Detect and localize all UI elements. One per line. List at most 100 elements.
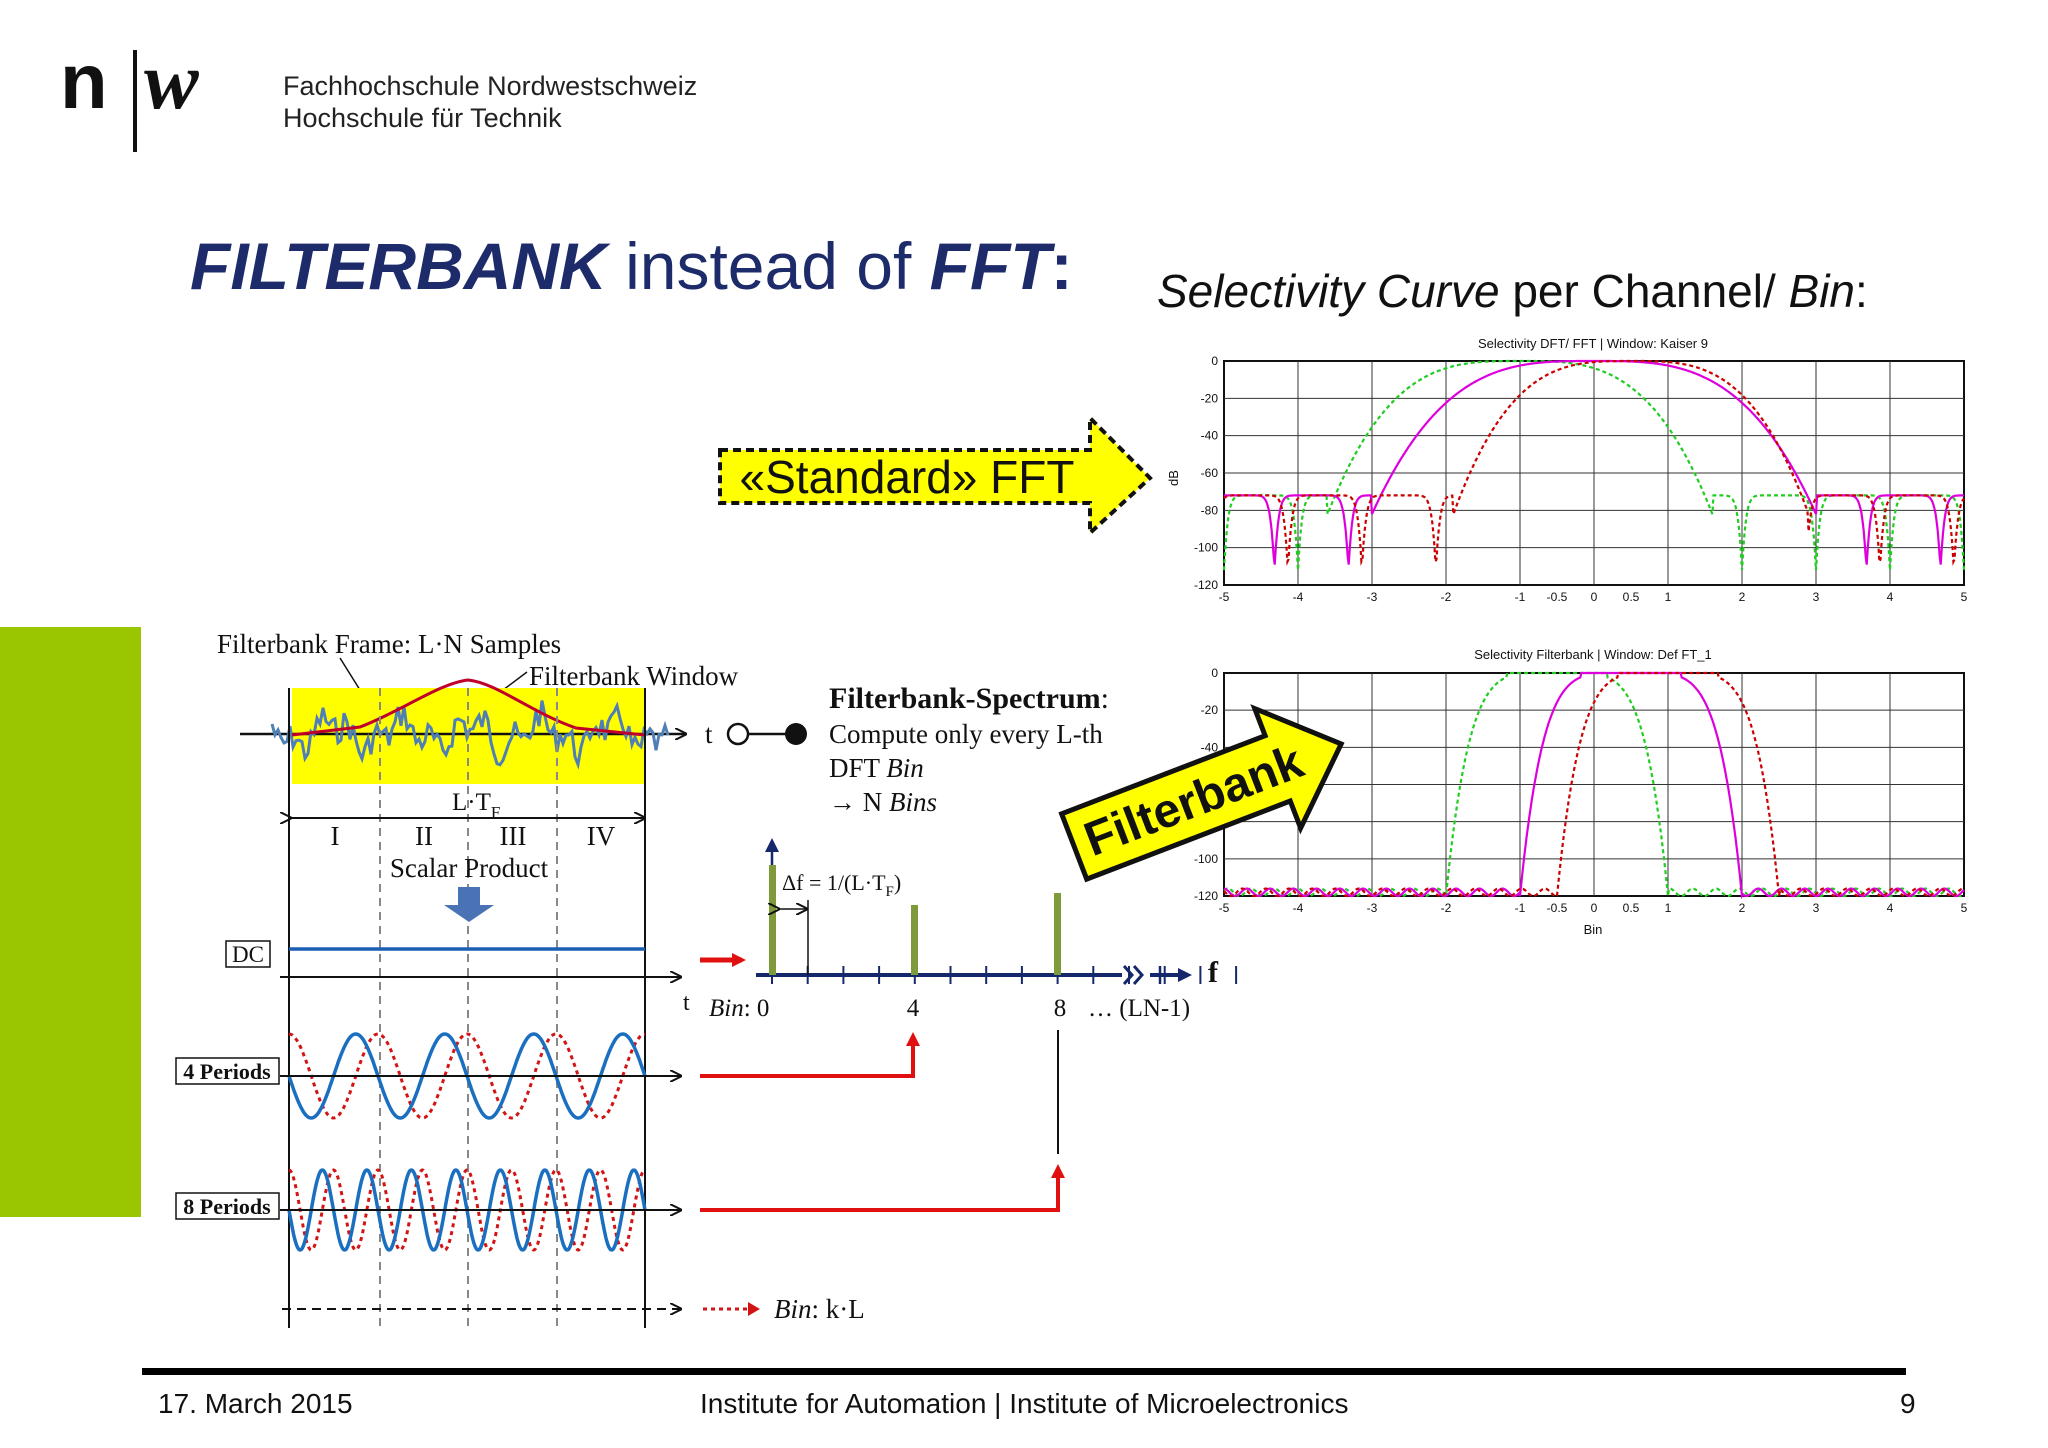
x-tick-label: 4 bbox=[1887, 590, 1894, 604]
logo-bar bbox=[133, 50, 137, 152]
region-1: I bbox=[331, 821, 340, 851]
y-tick-label: 0 bbox=[1211, 666, 1218, 680]
dc-label: DC bbox=[232, 942, 264, 967]
bin-kl-label: Bin: k·L bbox=[774, 1294, 865, 1324]
x-tick-label: -4 bbox=[1293, 590, 1304, 604]
bin-4-label: 4 bbox=[907, 995, 920, 1022]
switch-open-icon bbox=[726, 722, 750, 746]
bin-4-bar bbox=[911, 905, 918, 975]
axis-break-icon bbox=[1122, 965, 1145, 985]
x-tick-label: 3 bbox=[1813, 590, 1820, 604]
x-tick-label: -1 bbox=[1515, 901, 1526, 915]
x-tick-label: -0.5 bbox=[1547, 590, 1568, 604]
switch-closed-icon bbox=[785, 723, 807, 745]
x-tick-label: 2 bbox=[1739, 590, 1746, 604]
t-label: t bbox=[705, 719, 713, 749]
y-tick-label: -20 bbox=[1201, 391, 1219, 405]
x-tick-label: -2 bbox=[1441, 901, 1452, 915]
x-axis-label: Bin bbox=[1584, 922, 1603, 937]
dc-box bbox=[225, 940, 271, 968]
filterbank-frame-diagram: Filterbank Frame: L·N Samples Filterbank… bbox=[175, 629, 807, 1328]
x-tick-label: 0 bbox=[1591, 590, 1598, 604]
heading-middle: per Channel/ bbox=[1499, 265, 1789, 317]
window-label: Filterbank Window bbox=[529, 661, 739, 691]
spectrum-line-3: DFT Bin bbox=[829, 753, 924, 783]
footer-rule bbox=[142, 1368, 1906, 1375]
x-tick-label: -2 bbox=[1441, 590, 1452, 604]
x-tick-label: -5 bbox=[1219, 901, 1230, 915]
x-tick-label: -4 bbox=[1293, 901, 1304, 915]
heading-colon: : bbox=[1855, 265, 1868, 317]
region-4: IV bbox=[587, 821, 616, 851]
logo-n: n bbox=[60, 50, 108, 125]
selectivity-curve bbox=[1223, 671, 1964, 898]
x-tick-label: -5 bbox=[1219, 590, 1230, 604]
selectivity-heading: Selectivity Curve per Channel/ Bin: bbox=[1157, 264, 1868, 318]
y-tick-label: -100 bbox=[1194, 852, 1218, 866]
four-periods-label: 4 Periods bbox=[183, 1059, 271, 1084]
y-tick-label: -40 bbox=[1201, 740, 1219, 754]
eight-periods-to-bin8-arrow bbox=[700, 1164, 1065, 1212]
x-tick-label: -0.5 bbox=[1547, 901, 1568, 915]
x-tick-label: 0.5 bbox=[1623, 590, 1640, 604]
title-fft: FFT bbox=[929, 229, 1051, 303]
selectivity-curve bbox=[1223, 671, 1965, 900]
selectivity-curve bbox=[1223, 359, 1965, 566]
filterbank-window-curve bbox=[291, 678, 646, 737]
school-name: Fachhochschule Nordwestschweiz bbox=[283, 71, 698, 101]
x-tick-label: 4 bbox=[1887, 901, 1894, 915]
footer-institutes: Institute for Automation | Institute of … bbox=[700, 1388, 1349, 1419]
y-axis-label: dB bbox=[1166, 470, 1181, 486]
ltf-label: L·TF bbox=[452, 789, 500, 822]
delta-f-label: Δf = 1/(L·TF) bbox=[782, 870, 901, 900]
chart-title: Selectivity DFT/ FFT | Window: Kaiser 9 bbox=[1478, 336, 1708, 351]
selectivity-curve bbox=[1223, 671, 1965, 900]
t-label-dc: t bbox=[683, 990, 690, 1016]
x-tick-label: 5 bbox=[1961, 590, 1968, 604]
region-3: III bbox=[500, 821, 527, 851]
y-tick-label: -100 bbox=[1194, 541, 1218, 555]
slide-title: FILTERBANK instead of FFT: bbox=[190, 228, 1073, 304]
scalar-product-label: Scalar Product bbox=[390, 853, 549, 883]
fhnw-logo: n w bbox=[60, 50, 199, 152]
bin-kl-legend-arrow bbox=[748, 1302, 760, 1316]
x-tick-label: 0 bbox=[1591, 901, 1598, 915]
filterbank-spectrum: Filterbank-Spectrum: Compute only every … bbox=[700, 682, 1238, 1324]
four-periods-box bbox=[175, 1057, 280, 1085]
standard-fft-callout: «Standard» FFT bbox=[718, 413, 1153, 538]
bin-0-bar bbox=[769, 865, 776, 975]
eight-periods-ref-wave bbox=[288, 1168, 646, 1252]
f-label: f bbox=[1208, 956, 1219, 989]
x-tick-label: 1 bbox=[1665, 590, 1672, 604]
title-colon: : bbox=[1050, 229, 1073, 303]
bin-8-label: 8 bbox=[1054, 995, 1067, 1022]
footer-date: 17. March 2015 bbox=[158, 1388, 353, 1419]
frame-label: Filterbank Frame: L·N Samples bbox=[217, 629, 561, 659]
bin-last-label: … (LN-1) bbox=[1088, 995, 1190, 1022]
fft-selectivity-chart: Selectivity DFT/ FFT | Window: Kaiser 9 … bbox=[1166, 336, 1968, 604]
frame-pointer bbox=[339, 657, 361, 691]
filterbank-selectivity-chart: Selectivity Filterbank | Window: Def FT_… bbox=[1166, 647, 1968, 937]
page-number: 9 bbox=[1900, 1388, 1916, 1419]
y-tick-label: -40 bbox=[1201, 429, 1219, 443]
school-subtitle: Hochschule für Technik bbox=[283, 103, 562, 133]
region-2: II bbox=[415, 821, 433, 851]
title-filterbank: FILTERBANK bbox=[190, 229, 607, 303]
eight-periods-label: 8 Periods bbox=[183, 1194, 271, 1219]
title-middle: instead of bbox=[606, 229, 930, 303]
x-tick-label: -1 bbox=[1515, 590, 1526, 604]
four-periods-ref-wave bbox=[288, 1032, 646, 1120]
spectrum-title: Filterbank-Spectrum: bbox=[829, 682, 1109, 715]
accent-bar bbox=[0, 627, 141, 1217]
heading-bin: Bin bbox=[1788, 265, 1856, 317]
spectrum-line-4: → N Bins bbox=[829, 787, 937, 817]
x-tick-label: -3 bbox=[1367, 590, 1378, 604]
logo-w: w bbox=[144, 50, 199, 126]
x-tick-label: 5 bbox=[1961, 901, 1968, 915]
heading-selectivity: Selectivity Curve bbox=[1157, 265, 1500, 317]
down-arrow-icon bbox=[444, 887, 494, 922]
standard-fft-label: «Standard» FFT bbox=[740, 451, 1075, 503]
x-tick-label: 0.5 bbox=[1623, 901, 1640, 915]
y-tick-label: -20 bbox=[1201, 703, 1219, 717]
